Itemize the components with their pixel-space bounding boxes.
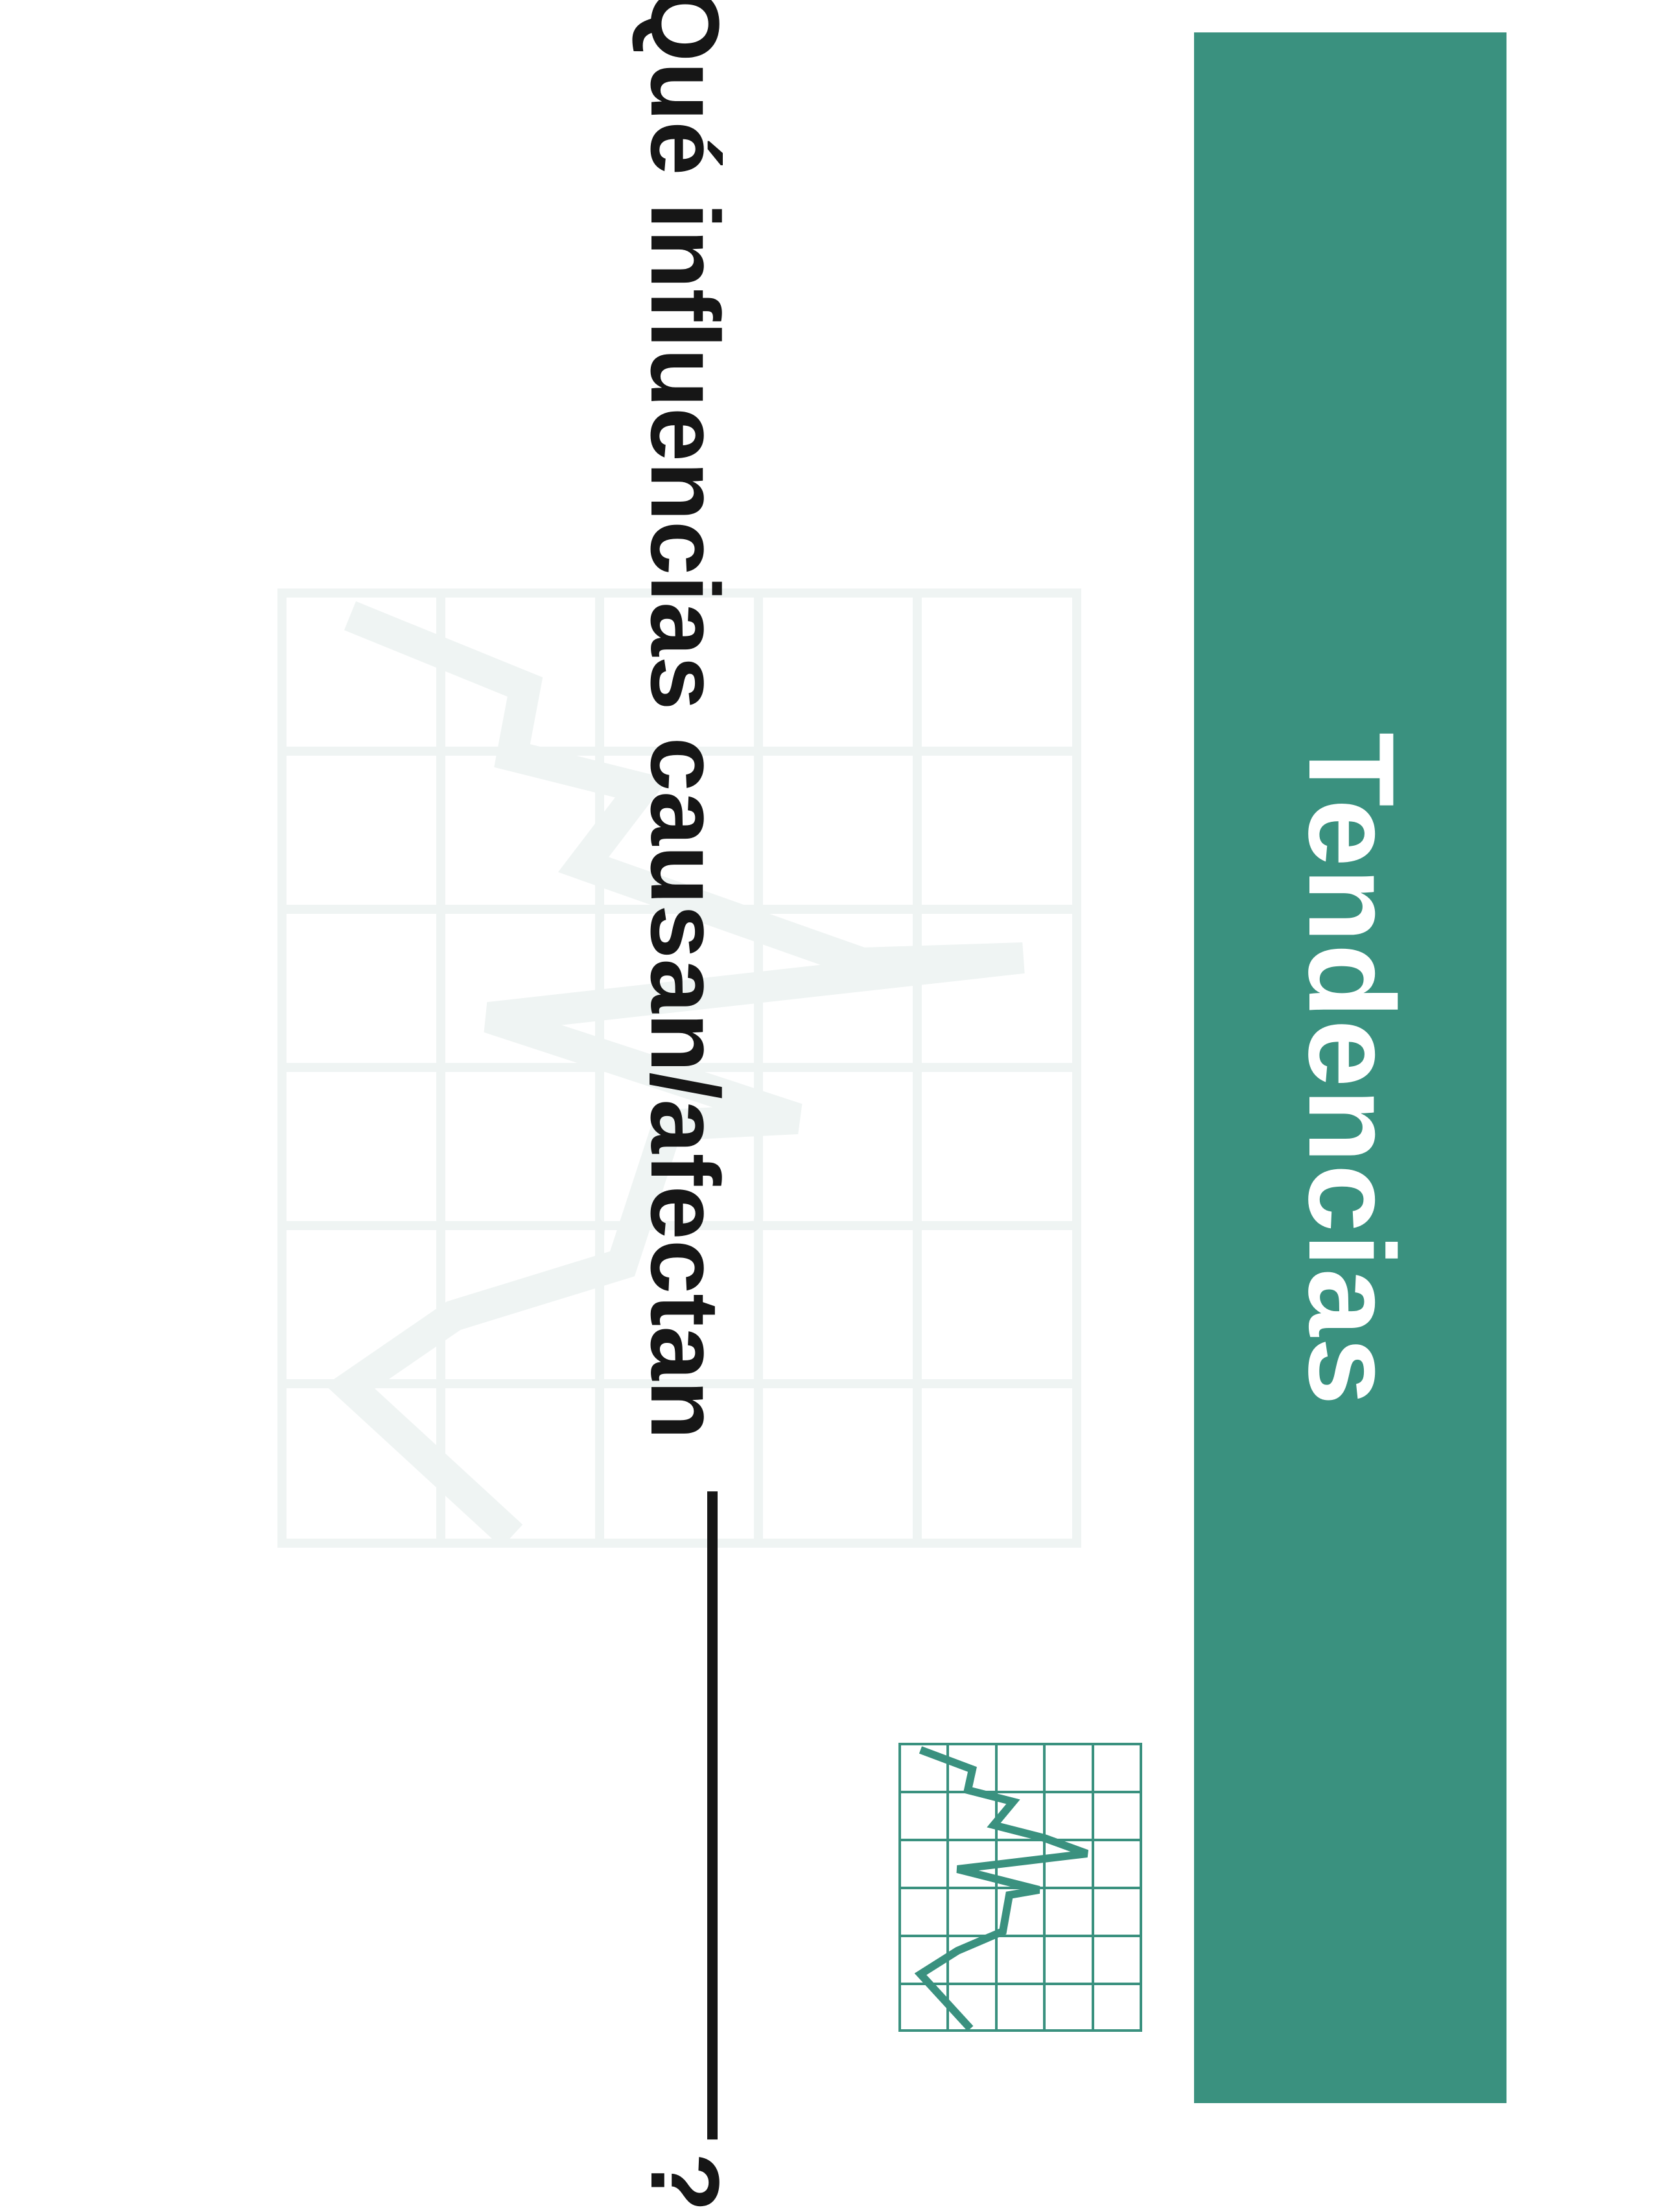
trend-chart-icon: [898, 1743, 1142, 2032]
trend-grid-watermark-icon: [277, 588, 1081, 1548]
question-prompt: ¿Qué influencias causan/afectan: [631, 0, 740, 1440]
question-block: ¿Qué influencias causan/afectan ?: [631, 0, 740, 2212]
section-title: Tendencias: [1284, 732, 1420, 1407]
question-mark: ?: [631, 2152, 740, 2212]
side-band: [1194, 32, 1506, 2103]
answer-blank-line: [707, 1491, 718, 2140]
